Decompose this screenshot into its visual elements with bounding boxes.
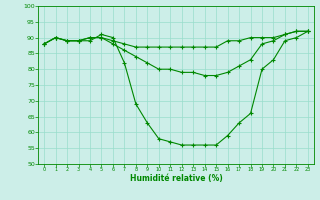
X-axis label: Humidité relative (%): Humidité relative (%) (130, 174, 222, 183)
